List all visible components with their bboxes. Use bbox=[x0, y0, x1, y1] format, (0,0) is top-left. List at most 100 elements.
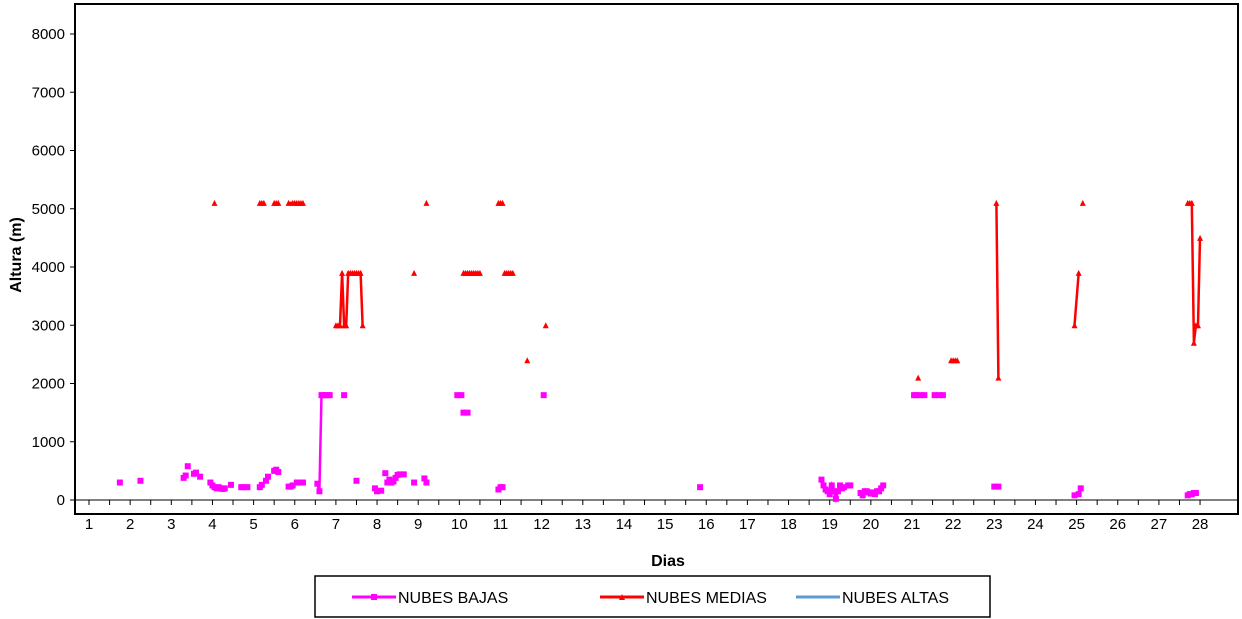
data-point bbox=[359, 322, 366, 329]
x-tick-label: 10 bbox=[451, 516, 468, 533]
data-point bbox=[460, 409, 467, 416]
y-tick-label: 7000 bbox=[32, 84, 65, 101]
x-tick-label: 19 bbox=[821, 516, 838, 533]
data-point bbox=[421, 475, 428, 482]
x-tick-label: 22 bbox=[945, 516, 962, 533]
data-point bbox=[211, 199, 218, 206]
data-point bbox=[396, 471, 403, 478]
data-point bbox=[454, 392, 461, 399]
y-tick-label: 6000 bbox=[32, 143, 65, 160]
series-layer bbox=[116, 199, 1204, 504]
data-point bbox=[1194, 322, 1201, 329]
data-point bbox=[917, 392, 924, 399]
x-tick-label: 18 bbox=[780, 516, 797, 533]
data-point bbox=[524, 357, 531, 364]
data-point bbox=[834, 488, 841, 495]
data-point bbox=[915, 374, 922, 381]
data-point bbox=[192, 469, 199, 476]
data-point bbox=[1075, 269, 1082, 276]
data-point bbox=[509, 269, 516, 276]
data-point bbox=[832, 495, 839, 502]
data-point bbox=[1079, 199, 1086, 206]
series-line bbox=[995, 202, 1000, 378]
data-point bbox=[227, 481, 234, 488]
data-point bbox=[265, 473, 272, 480]
data-point bbox=[458, 392, 465, 399]
y-tick-label: 8000 bbox=[32, 26, 65, 43]
data-point bbox=[197, 473, 204, 480]
data-point bbox=[913, 392, 920, 399]
data-point bbox=[378, 487, 385, 494]
y-axis-title: Altura (m) bbox=[8, 217, 25, 293]
data-point bbox=[116, 479, 123, 486]
x-tick-label: 11 bbox=[493, 516, 509, 533]
series-line bbox=[1073, 272, 1080, 326]
y-tick-label: 0 bbox=[57, 492, 65, 509]
x-tick-label: 3 bbox=[167, 516, 175, 533]
y-tick-label: 4000 bbox=[32, 259, 65, 276]
data-point bbox=[262, 477, 269, 484]
x-tick-label: 12 bbox=[533, 516, 550, 533]
y-tick-label: 1000 bbox=[32, 434, 65, 451]
data-point bbox=[818, 476, 825, 483]
y-tick-label: 3000 bbox=[32, 317, 65, 334]
data-point bbox=[411, 269, 418, 276]
x-tick-label: 16 bbox=[698, 516, 715, 533]
data-point bbox=[184, 463, 191, 470]
x-tick-label: 5 bbox=[249, 516, 257, 533]
x-tick-label: 25 bbox=[1068, 516, 1085, 533]
data-point bbox=[499, 199, 506, 206]
data-point bbox=[1190, 339, 1197, 346]
x-tick-label: 2 bbox=[126, 516, 134, 533]
data-point bbox=[841, 484, 848, 491]
series-nubes-bajas bbox=[116, 392, 1199, 504]
x-tick-label: 26 bbox=[1109, 516, 1126, 533]
data-point bbox=[931, 392, 938, 399]
data-point bbox=[337, 322, 344, 329]
series-nubes-medias bbox=[211, 199, 1204, 381]
data-point bbox=[326, 392, 333, 399]
data-point bbox=[423, 199, 430, 206]
data-point bbox=[995, 374, 1002, 381]
data-point bbox=[260, 199, 267, 206]
x-tick-label: 1 bbox=[85, 516, 93, 533]
data-point bbox=[182, 472, 189, 479]
data-point bbox=[993, 199, 1000, 206]
data-point bbox=[542, 322, 549, 329]
data-point bbox=[357, 269, 364, 276]
data-point bbox=[299, 479, 306, 486]
data-point bbox=[316, 488, 323, 495]
data-point bbox=[828, 482, 835, 489]
legend-label: NUBES BAJAS bbox=[398, 590, 508, 607]
legend-label: NUBES ALTAS bbox=[842, 590, 949, 607]
y-tick-label: 2000 bbox=[32, 376, 65, 393]
x-tick-label: 27 bbox=[1151, 516, 1168, 533]
data-point bbox=[343, 322, 350, 329]
data-point bbox=[382, 470, 389, 477]
data-point bbox=[275, 199, 282, 206]
data-point bbox=[1071, 492, 1078, 499]
data-point bbox=[464, 409, 471, 416]
data-point bbox=[1197, 234, 1204, 241]
data-point bbox=[299, 199, 306, 206]
data-point bbox=[499, 484, 506, 491]
legend-label: NUBES MEDIAS bbox=[646, 590, 767, 607]
data-point bbox=[374, 488, 381, 495]
data-point bbox=[880, 482, 887, 489]
x-tick-label: 21 bbox=[904, 516, 921, 533]
data-point bbox=[540, 392, 547, 399]
legend-marker bbox=[371, 594, 377, 600]
x-axis-title: Dias bbox=[651, 553, 685, 570]
data-point bbox=[353, 477, 360, 484]
data-point bbox=[476, 269, 483, 276]
data-point bbox=[423, 479, 430, 486]
x-tick-label: 23 bbox=[986, 516, 1003, 533]
data-point bbox=[295, 479, 302, 486]
data-point bbox=[137, 477, 144, 484]
legend-box bbox=[314, 575, 991, 618]
data-point bbox=[221, 485, 228, 492]
data-point bbox=[995, 483, 1002, 490]
data-point bbox=[1075, 491, 1082, 498]
data-point bbox=[1077, 485, 1084, 492]
